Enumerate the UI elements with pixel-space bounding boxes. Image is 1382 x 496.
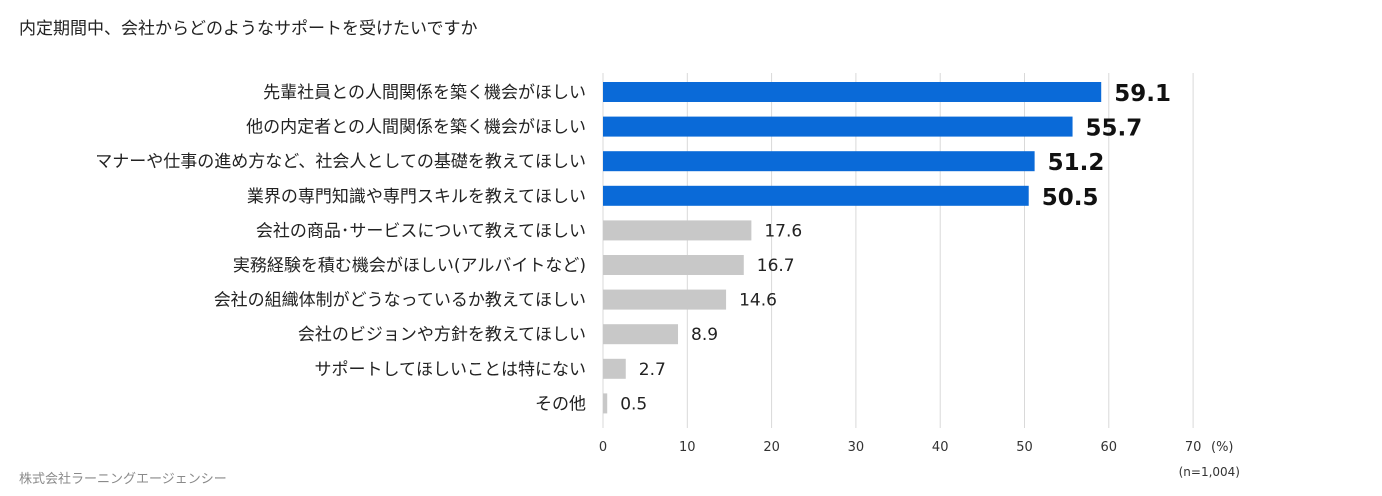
category-label-3: マナーや仕事の進め方など、社会人としての基礎を教えてほしい [95, 152, 586, 172]
value-label-3: 51.2 [1048, 150, 1105, 176]
bar-6 [603, 255, 744, 275]
bar-3 [603, 151, 1035, 172]
x-tick-label-60: 60 [1101, 440, 1118, 455]
x-axis-ticks: 0 10 20 30 40 50 60 70 [599, 440, 1202, 455]
bar-7 [603, 289, 727, 310]
sample-size-note: (n=1,004) [1179, 465, 1240, 479]
x-tick-label-70: 70 [1185, 440, 1202, 455]
bar-1 [603, 82, 1102, 102]
x-tick-label-50: 50 [1016, 440, 1033, 455]
value-label-7: 14.6 [739, 291, 777, 311]
x-tick-label-20: 20 [763, 440, 780, 455]
x-tick-label-10: 10 [679, 440, 696, 455]
category-label-4: 業界の専門知識や専門スキルを教えてほしい [247, 187, 586, 207]
category-label-10: その他 [535, 394, 586, 414]
x-tick-label-30: 30 [848, 440, 865, 455]
value-labels: 59.1 55.7 51.2 50.5 17.6 16.7 14.6 8.9 2.7 0.5 [620, 81, 1171, 414]
value-label-4: 50.5 [1042, 185, 1099, 211]
bar-8 [603, 324, 679, 345]
bar-10 [603, 393, 608, 414]
value-label-2: 55.7 [1086, 116, 1143, 142]
value-label-10: 0.5 [620, 394, 647, 414]
value-label-1: 59.1 [1114, 81, 1171, 107]
bars [603, 82, 1102, 414]
value-label-8: 8.9 [691, 325, 718, 345]
x-tick-label-0: 0 [599, 440, 607, 455]
bar-9 [603, 358, 626, 379]
category-label-9: サポートしてほしいことは特にない [315, 360, 587, 380]
bar-4 [603, 185, 1029, 206]
chart-title: 内定期間中、会社からどのようなサポートを受けたいですか [19, 19, 478, 39]
x-tick-label-40: 40 [932, 440, 949, 455]
source-credit: 株式会社ラーニングエージェンシー [19, 471, 227, 487]
value-label-5: 17.6 [764, 221, 802, 241]
bar-2 [603, 116, 1073, 137]
x-axis-unit: (%) [1211, 440, 1234, 455]
value-label-6: 16.7 [757, 256, 795, 276]
category-label-2: 他の内定者との人間関係を築く機会がほしい [246, 118, 586, 138]
category-labels: 先輩社員との人間関係を築く機会がほしい他の内定者との人間関係を築く機会がほしいマ… [95, 83, 586, 414]
category-label-5: 会社の商品･サービスについて教えてほしい [256, 221, 586, 241]
category-label-1: 先輩社員との人間関係を築く機会がほしい [263, 83, 586, 103]
category-label-8: 会社のビジョンや方針を教えてほしい [298, 325, 586, 345]
value-label-9: 2.7 [639, 360, 666, 380]
category-label-6: 実務経験を積む機会がほしい(アルバイトなど) [233, 256, 586, 276]
bar-5 [603, 220, 752, 241]
category-label-7: 会社の組織体制がどうなっているか教えてほしい [214, 291, 586, 311]
